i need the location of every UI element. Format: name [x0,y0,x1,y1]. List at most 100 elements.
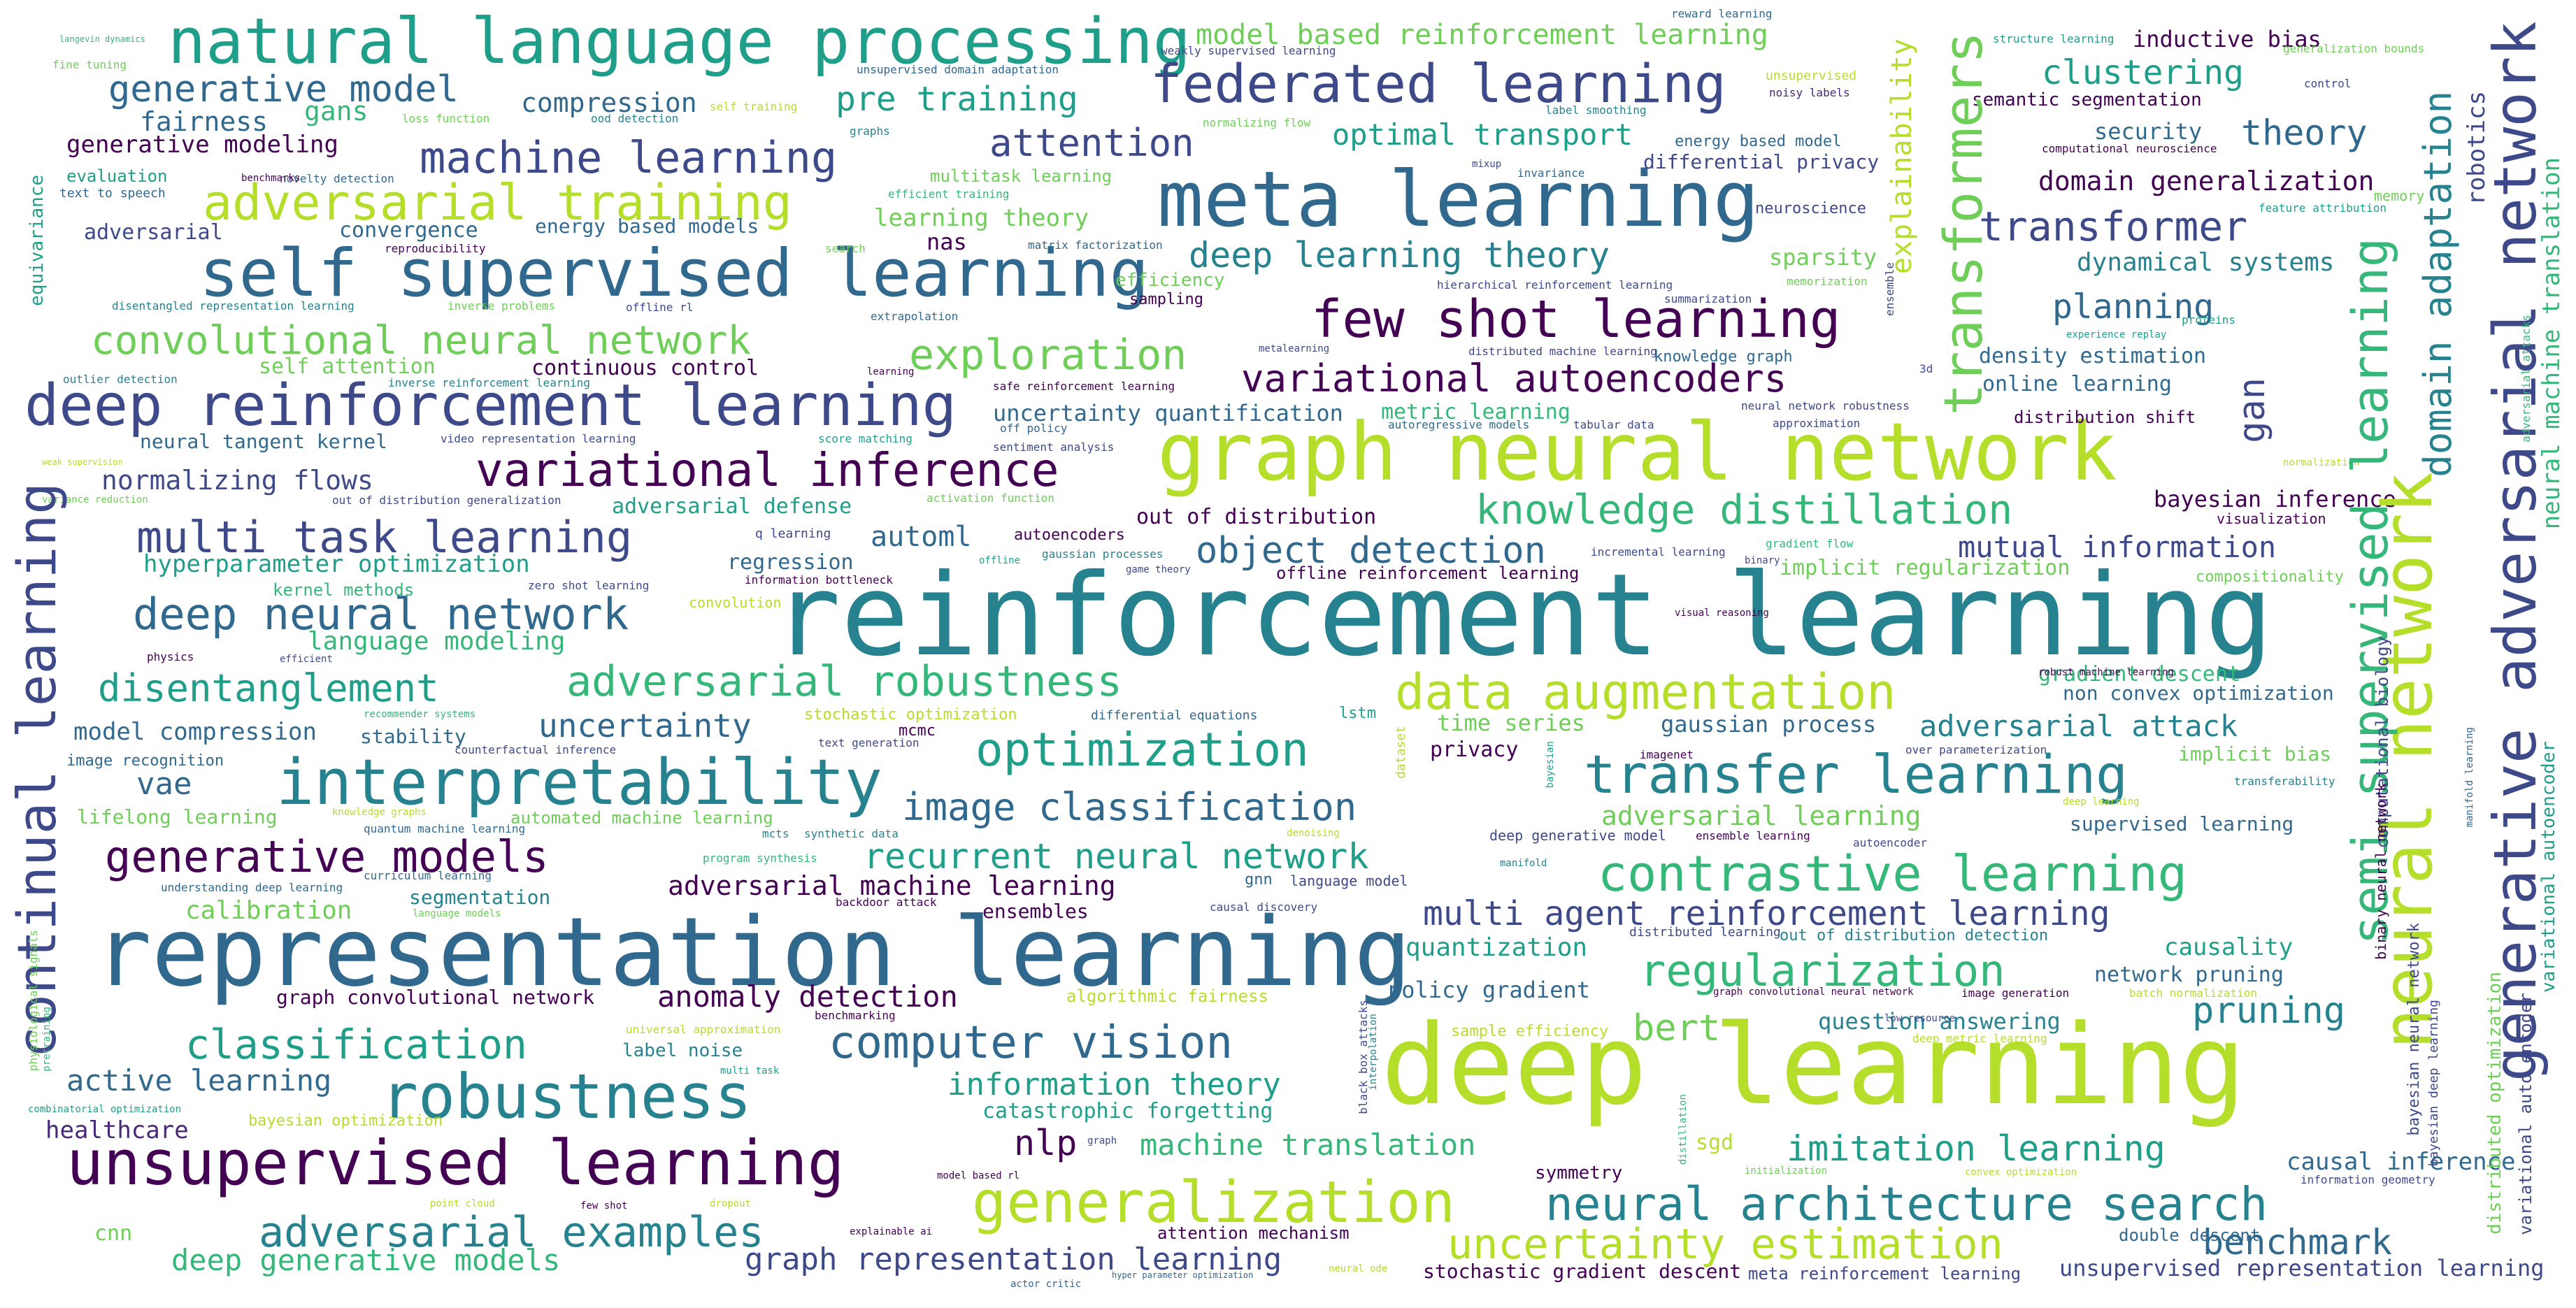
word-understanding-deep-learning: understanding deep learning [161,881,343,894]
word-adversarial-training: adversarial training [203,174,792,231]
word-efficient-training: efficient training [888,187,1010,201]
word-backdoor-attack: backdoor attack [836,896,937,909]
word-gans: gans [304,96,368,127]
word-cnn: cnn [94,1221,133,1246]
word-label-noise: label noise [622,1040,743,1061]
word-incremental-learning: incremental learning [1591,545,1726,559]
word-matrix-factorization: matrix factorization [1028,238,1163,252]
word-initialization: initialization [1745,1165,1828,1177]
word-regression: regression [727,550,854,575]
word-pretraining: pretraining [41,1007,52,1072]
word-sample-efficiency: sample efficiency [1451,1023,1609,1040]
word-weakly-supervised-learning: weakly supervised learning [1161,44,1336,57]
word-off-policy: off policy [1000,422,1068,435]
word-information-theory: information theory [947,1067,1281,1102]
word-robotics: robotics [2463,91,2491,206]
word-visual-reasoning: visual reasoning [1675,608,1769,619]
word-distributed-machine-learning: distributed machine learning [1468,345,1657,358]
word-manifold: manifold [1500,858,1547,869]
word-energy-based-model: energy based model [1675,133,1842,150]
word-equivariance: equivariance [27,175,48,306]
word-exploration: exploration [909,331,1187,380]
word-theory: theory [2241,113,2368,153]
word-ensemble-learning: ensemble learning [1696,829,1810,842]
word-language-model: language model [1290,872,1408,889]
word-stochastic-optimization: stochastic optimization [804,706,1017,724]
word-model-based-reinforcement-learning: model based reinforcement learning [1196,19,1768,51]
word-distillation: distillation [1677,1094,1689,1165]
word-program-synthesis: program synthesis [703,851,817,865]
word-model-compression: model compression [73,718,317,746]
word-deep-learning-theory: deep learning theory [1189,235,1610,275]
word-implicit-bias: implicit bias [2178,742,2332,766]
word-unsupervised-learning: unsupervised learning [66,1127,845,1199]
word-adversarial-examples: adversarial examples [259,1208,764,1257]
word-stochastic-gradient-descent: stochastic gradient descent [1423,1260,1742,1283]
word-metalearning: metalearning [1259,343,1330,354]
word-summarization: summarization [1664,292,1752,306]
word-benchmarking: benchmarking [815,1009,896,1022]
word-deep-generative-model: deep generative model [1489,827,1666,844]
word-image-generation: image generation [1961,986,2070,1000]
word-nlp: nlp [1014,1123,1078,1163]
word-transformer: transformer [1979,203,2248,250]
word-unsupervised: unsupervised [1766,69,1857,83]
word-convolution: convolution [689,594,782,611]
word-dropout: dropout [710,1198,752,1209]
word-bayesian: bayesian [1545,741,1556,789]
word-normalizing-flows: normalizing flows [101,465,373,496]
word-bert: bert [1633,1007,1721,1049]
word-pre-training: pre training [836,80,1078,119]
word-robust-machine-learning: robust machine learning [2038,667,2174,678]
word-contrastive-learning: contrastive learning [1598,845,2187,903]
word-quantization: quantization [1405,933,1588,962]
word-label-smoothing: label smoothing [1545,103,1647,117]
word-differential-equations: differential equations [1091,708,1258,723]
word-experience-replay: experience replay [2066,329,2167,340]
word-invariance: invariance [1517,166,1585,180]
word-bayesian-optimization: bayesian optimization [248,1112,443,1130]
word-symmetry: symmetry [1535,1163,1623,1184]
word-manifold-learning: manifold learning [2464,727,2475,828]
word-pruning: pruning [2192,990,2346,1032]
word-recommender-systems: recommender systems [364,709,476,720]
word-sparsity: sparsity [1769,244,1877,271]
word-ensemble: ensemble [1883,262,1896,317]
word-over-parameterization: over parameterization [1905,743,2047,756]
word-physiological-signals: physiological signals [27,930,40,1072]
word-lifelong-learning: lifelong learning [77,805,278,828]
word-distributed-optimization: distributed optimization [2484,972,2505,1235]
word-vae: vae [136,766,192,802]
word-evaluation: evaluation [66,166,168,186]
word-algorithmic-fairness: algorithmic fairness [1066,986,1268,1006]
word-3d: 3d [1919,362,1933,375]
word-deep-metric-learning: deep metric learning [1912,1032,2047,1045]
word-inductive-bias: inductive bias [2133,26,2321,52]
word-mixup: mixup [1472,159,1502,170]
word-deep-reinforcement-learning: deep reinforcement learning [24,373,957,439]
word-federated-learning: federated learning [1150,52,1726,115]
word-semantic-segmentation: semantic segmentation [1972,89,2202,110]
word-outlier-detection: outlier detection [63,373,178,386]
word-imitation-learning: imitation learning [1787,1128,2166,1169]
word-inverse-reinforcement-learning: inverse reinforcement learning [388,376,590,389]
word-adversarial-machine-learning: adversarial machine learning [668,870,1116,901]
word-reinforcement-learning: reinforcement learning [773,550,2273,682]
word-adversarial-robustness: adversarial robustness [566,657,1122,706]
word-dynamical-systems: dynamical systems [2077,248,2335,277]
word-graph-neural-network: graph neural network [1157,405,2117,498]
word-q-learning: q learning [755,526,831,541]
word-multi-agent-reinforcement-learning: multi agent reinforcement learning [1423,894,2110,933]
word-mcmc: mcmc [899,722,936,740]
word-synthetic-data: synthetic data [804,827,899,840]
word-neural-network-robustness: neural network robustness [1741,399,1910,412]
word-mcts: mcts [762,827,789,840]
word-automl: automl [871,521,972,553]
word-ood-detection: ood detection [591,112,679,125]
word-universal-approximation: universal approximation [626,1023,781,1036]
word-transferability: transferability [2234,775,2335,788]
word-supervised-learning: supervised learning [2070,812,2294,835]
word-unsupervised-domain-adaptation: unsupervised domain adaptation [857,63,1059,76]
word-implicit-regularization: implicit regularization [1780,556,2070,580]
